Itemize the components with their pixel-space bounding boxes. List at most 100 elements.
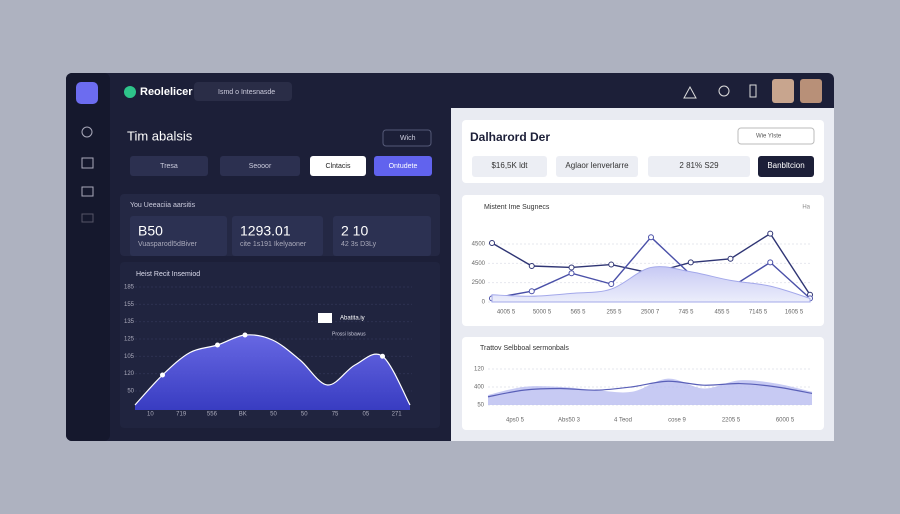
point <box>568 270 575 277</box>
filter-label: Clntacis <box>326 163 351 170</box>
area <box>488 378 812 405</box>
filter-button[interactable] <box>130 156 208 176</box>
point <box>489 239 495 246</box>
point <box>608 281 615 287</box>
x-tick-label: 75 <box>332 412 339 418</box>
panel-title: Dalharord Der <box>470 130 550 144</box>
point <box>160 372 165 378</box>
alert-icon[interactable] <box>683 85 697 99</box>
point <box>568 264 575 271</box>
avatar[interactable] <box>772 79 794 103</box>
x-tick-label: 745 5 <box>678 310 694 316</box>
search-text: Ismd o Intesnasde <box>218 89 275 96</box>
filter-button[interactable] <box>310 156 366 176</box>
stat-label: cite 1s191 Ikelyaoner <box>240 241 307 248</box>
sidebar <box>66 73 110 441</box>
filter-button[interactable] <box>648 156 750 177</box>
x-tick-label: Abs50 3 <box>558 418 581 424</box>
y-tick-label: 50 <box>127 389 134 395</box>
stat-card <box>130 216 227 256</box>
callout-sub: Prossi Isbawus <box>332 331 366 337</box>
avatar[interactable] <box>800 79 822 103</box>
point <box>380 353 385 359</box>
panel-title: Tim abalsis <box>127 128 193 143</box>
x-tick-label: 7145 5 <box>749 310 768 316</box>
y-tick-label: 125 <box>124 337 135 343</box>
chart-corner: Ha <box>802 205 810 211</box>
card <box>462 337 824 430</box>
x-tick-label: 4ps0 5 <box>506 418 525 424</box>
stat-label: 42 3s D3Ly <box>341 241 377 248</box>
nav-icon[interactable] <box>81 126 93 138</box>
stat-label: Vuasparodl5dBiver <box>138 241 198 248</box>
filter-button[interactable] <box>472 156 547 177</box>
filter-label: 2 81% S29 <box>679 161 719 170</box>
x-tick-label: 2205 5 <box>722 418 741 424</box>
callout: Abatita.iy <box>340 316 365 322</box>
area <box>491 266 811 303</box>
logo <box>76 82 98 104</box>
x-tick-label: 4005 5 <box>497 310 516 316</box>
y-tick-label: 105 <box>124 354 135 360</box>
x-tick-label: cose 9 <box>668 418 686 424</box>
y-tick-label: 120 <box>124 371 135 377</box>
point <box>767 259 774 266</box>
filter-button[interactable] <box>758 156 814 177</box>
point <box>528 263 535 269</box>
x-tick-label: 271 <box>392 412 403 418</box>
stat-card <box>232 216 323 256</box>
y-tick-label: 135 <box>124 319 135 325</box>
stat-value: 1293.01 <box>240 223 291 239</box>
point <box>687 259 694 266</box>
nav-icon[interactable] <box>81 157 94 169</box>
filter-button[interactable] <box>556 156 638 177</box>
nav-icon[interactable] <box>81 186 94 197</box>
filter-button[interactable] <box>220 156 300 176</box>
stat-card <box>333 216 431 256</box>
icon[interactable] <box>749 84 757 98</box>
x-tick-label: 50 <box>301 412 308 418</box>
x-tick-label: 455 5 <box>714 310 730 316</box>
y-tick-label: 4500 <box>472 261 486 267</box>
y-tick-label: 4500 <box>472 242 486 248</box>
filter-label: Tresa <box>160 163 178 170</box>
stat-value: B50 <box>138 223 163 239</box>
y-tick-label: 0 <box>482 300 486 306</box>
filter-label: Ontudete <box>389 163 418 170</box>
x-tick-label: 565 5 <box>570 310 586 316</box>
chart-title: Mistent Ime Sugnecs <box>484 204 550 211</box>
x-tick-label: 2500 7 <box>641 310 660 316</box>
point <box>242 332 248 338</box>
chart-title: Trattov Selbboal sermonbals <box>480 345 569 352</box>
search-box[interactable] <box>194 82 292 101</box>
x-tick-label: 556 <box>207 412 218 418</box>
filter-label: Aglaor lenverlarre <box>565 161 629 170</box>
y-tick-label: 2500 <box>472 280 486 286</box>
point <box>648 234 654 241</box>
filter-button[interactable] <box>374 156 432 176</box>
brand-icon <box>124 86 136 98</box>
x-tick-label: 719 <box>176 412 187 418</box>
icon[interactable] <box>718 85 730 97</box>
nav-icon[interactable] <box>81 213 94 223</box>
dropdown-text: Wich <box>400 135 416 142</box>
x-tick-label: 4 Teod <box>614 418 632 424</box>
x-tick-label: 10 <box>147 412 154 418</box>
filter-label: $16,5K ldt <box>491 161 528 170</box>
dropdown[interactable] <box>382 129 432 147</box>
filter-label: Seooor <box>249 163 272 170</box>
point <box>528 288 535 295</box>
x-tick-label: BK <box>239 412 247 418</box>
x-tick-label: 1605 5 <box>785 310 804 316</box>
x-tick-label: 50 <box>270 412 277 418</box>
y-tick-label: 400 <box>474 385 485 391</box>
x-tick-label: 6000 5 <box>776 418 795 424</box>
dropdown[interactable] <box>737 127 815 145</box>
section-title: You Ueeaciia aarsitis <box>130 202 196 209</box>
point <box>215 342 220 348</box>
point <box>767 230 774 237</box>
callout-box <box>318 313 332 323</box>
point <box>608 261 615 268</box>
